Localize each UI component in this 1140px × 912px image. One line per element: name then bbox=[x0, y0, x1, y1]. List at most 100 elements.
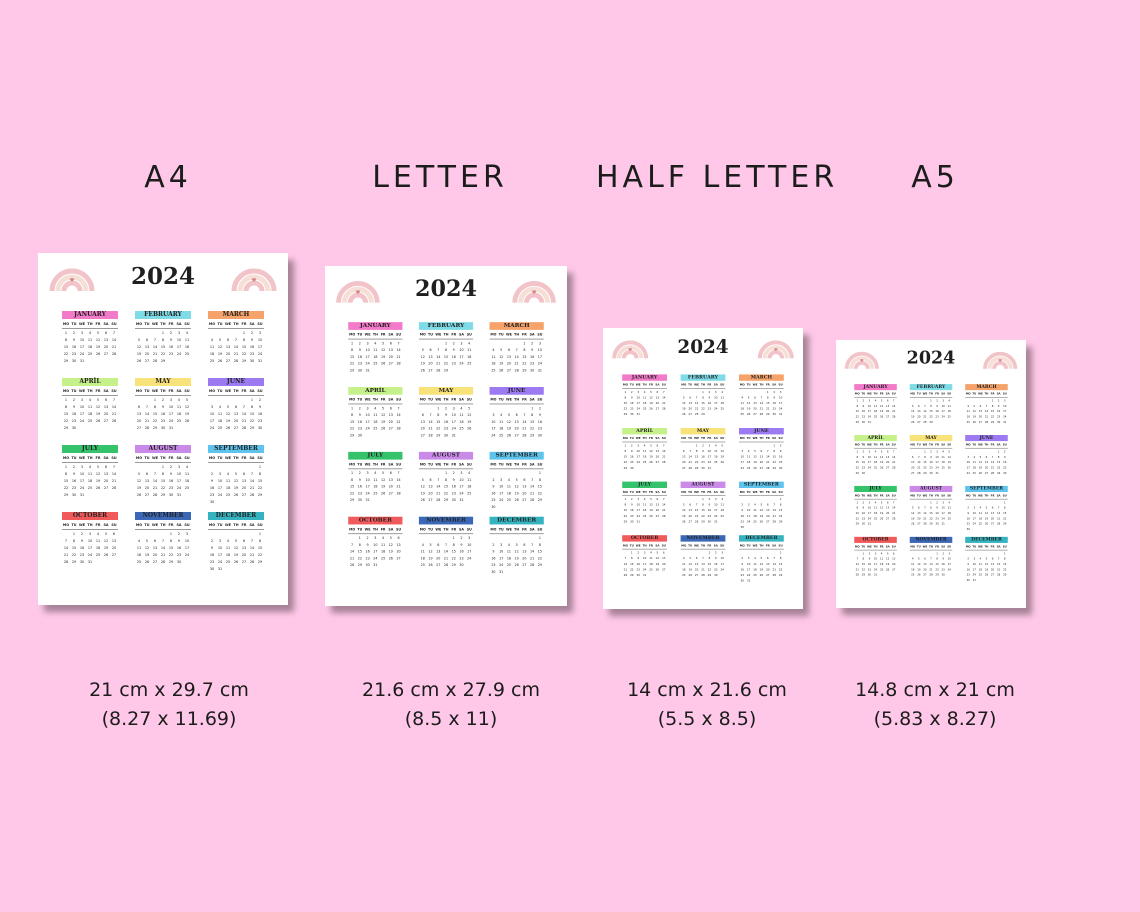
day-number: 23 bbox=[537, 426, 542, 431]
weekday-header: MO TU WE TH FR SA SU bbox=[909, 392, 953, 398]
day-number: 1 bbox=[437, 406, 440, 411]
month-block: APRİL MO TU WE TH FR SA SU 1 2 3 4 5 6 7 8 9 10 11 12 13 14 15… bbox=[348, 387, 403, 444]
day-number: 10 bbox=[209, 412, 215, 416]
day-number: 14 bbox=[522, 419, 527, 424]
calendar-year: 2024 bbox=[415, 275, 477, 302]
day-number: 24 bbox=[966, 471, 970, 475]
month-block: SEPTEMBER MO TU WE TH FR SA SU 1 2 3 4 5 6 7 8 9 10 11 12 13… bbox=[739, 481, 784, 531]
day-number: 14 bbox=[694, 401, 699, 405]
weekday-label: SU bbox=[537, 527, 543, 532]
day-number: 1 bbox=[351, 471, 354, 476]
weekday-label: FR bbox=[168, 523, 174, 527]
day-grid: 1 2 3 4 5 6 7 8 9 10 11 12 13 14 15 16 17 18 19 20 21 22 23 24 2… bbox=[622, 497, 667, 525]
day-number: 5 bbox=[137, 338, 141, 342]
weekday-label: SA bbox=[176, 389, 182, 393]
day-number: 8 bbox=[358, 542, 361, 547]
day-number: 10 bbox=[941, 506, 945, 510]
day-number: 20 bbox=[233, 419, 239, 423]
day-grid: 1 2 3 4 5 6 7 8 9 10 11 12 13 14 15 16 17 18 19 20 21 22 23 24 2… bbox=[348, 405, 402, 439]
day-number: 7 bbox=[924, 404, 926, 408]
day-number: 17 bbox=[778, 401, 783, 405]
day-number: 15 bbox=[63, 345, 69, 349]
day-number: 21 bbox=[350, 556, 355, 561]
day-number: 25 bbox=[649, 568, 653, 572]
day-number: 5 bbox=[880, 399, 883, 403]
day-number: 22 bbox=[623, 460, 628, 464]
day-number: 20 bbox=[388, 419, 393, 424]
day-number: 13 bbox=[766, 508, 770, 512]
month-block: OCTOBER MO TU WE TH FR SA SU 1 2 3 4 5 6 7 8 9 10 11 12 13 14… bbox=[622, 535, 667, 582]
day-number: 28 bbox=[892, 517, 896, 521]
day-number: 29 bbox=[855, 471, 859, 475]
day-number: 29 bbox=[152, 426, 158, 430]
day-number: 9 bbox=[862, 506, 865, 510]
weekday-label: TU bbox=[217, 322, 223, 326]
weekday-label: FR bbox=[241, 456, 247, 460]
day-number: 22 bbox=[357, 556, 362, 561]
day-number: 23 bbox=[459, 556, 464, 561]
day-number: 28 bbox=[990, 471, 995, 475]
empty-cell bbox=[419, 405, 427, 412]
day-number: 19 bbox=[879, 409, 884, 413]
empty-cell bbox=[497, 341, 505, 348]
day-number: 16 bbox=[443, 419, 449, 424]
day-number: 9 bbox=[741, 562, 744, 566]
month-name: NOVEMBER bbox=[418, 516, 474, 525]
day-number: 21 bbox=[929, 568, 933, 572]
day-number: 14 bbox=[766, 455, 770, 459]
day-number: 8 bbox=[630, 556, 633, 560]
day-number: 7 bbox=[662, 390, 665, 394]
day-number: 12 bbox=[95, 405, 101, 409]
weekday-label: TU bbox=[144, 322, 150, 326]
weekday-label: MO bbox=[622, 383, 628, 387]
day-number: 2 bbox=[637, 551, 640, 555]
day-number: 13 bbox=[522, 484, 527, 489]
day-number: 3 bbox=[973, 506, 976, 510]
day-number: 14 bbox=[892, 404, 896, 408]
day-number: 1 bbox=[856, 501, 859, 505]
day-grid: 1 2 3 4 5 6 7 8 9 10 11 12 13 14 15 16 17 18 19 20 21 22 23 24 2… bbox=[739, 497, 784, 531]
day-number: 7 bbox=[985, 404, 988, 408]
weekday-label: MO bbox=[490, 527, 497, 532]
day-number: 2 bbox=[1003, 450, 1006, 454]
day-number: 21 bbox=[662, 401, 666, 405]
weekday-label: FR bbox=[168, 389, 174, 393]
day-number: 8 bbox=[72, 539, 76, 543]
day-number: 28 bbox=[63, 560, 69, 564]
day-grid: 1 2 3 4 5 6 7 8 9 10 11 12 13 14 15 16 17 18 19 20 21 22 23 24 2… bbox=[681, 497, 726, 525]
weekday-label: WE bbox=[505, 462, 512, 467]
day-number: 21 bbox=[249, 553, 255, 557]
day-number: 21 bbox=[892, 460, 896, 464]
rainbow-icon bbox=[231, 268, 277, 291]
month-name: JULY bbox=[348, 451, 403, 460]
weekday-label: FR bbox=[879, 392, 884, 396]
empty-cell bbox=[159, 531, 167, 538]
day-number: 22 bbox=[701, 514, 705, 518]
weekday-label: SU bbox=[661, 490, 666, 494]
month-block: NOVEMBER MO TU WE TH FR SA SU 1 2 3 4 5 6 7 8 9 10 11 12 13 1… bbox=[909, 536, 953, 582]
day-number: 16 bbox=[929, 460, 933, 464]
day-number: 28 bbox=[522, 433, 527, 438]
day-number: 15 bbox=[350, 484, 355, 489]
weekday-label: SU bbox=[1002, 443, 1007, 447]
weekday-label: TU bbox=[629, 436, 634, 440]
day-number: 8 bbox=[936, 557, 938, 561]
day-number: 2 bbox=[358, 341, 361, 346]
day-number: 30 bbox=[714, 573, 718, 577]
day-number: 27 bbox=[241, 493, 247, 497]
day-grid: 1 2 3 4 5 6 7 8 9 10 11 12 13 14 15 16 17 18 19 20 21 22 23 24 2… bbox=[135, 330, 191, 365]
day-number: 22 bbox=[160, 352, 166, 356]
day-number: 9 bbox=[967, 562, 970, 566]
day-number: 12 bbox=[688, 562, 692, 566]
empty-cell bbox=[497, 470, 505, 477]
day-number: 5 bbox=[218, 338, 222, 342]
day-number: 26 bbox=[380, 361, 386, 366]
weekday-label: SU bbox=[661, 383, 666, 387]
month-block: JULY MO TU WE TH FR SA SU 1 2 3 4 5 6 7 8 9 10 11 12 13 14 15 1… bbox=[854, 485, 897, 531]
weekday-label: TU bbox=[217, 389, 223, 393]
day-number: 9 bbox=[702, 449, 704, 453]
day-number: 30 bbox=[451, 498, 456, 503]
day-number: 25 bbox=[947, 415, 951, 419]
day-number: 27 bbox=[144, 359, 150, 363]
day-number: 29 bbox=[63, 426, 69, 430]
